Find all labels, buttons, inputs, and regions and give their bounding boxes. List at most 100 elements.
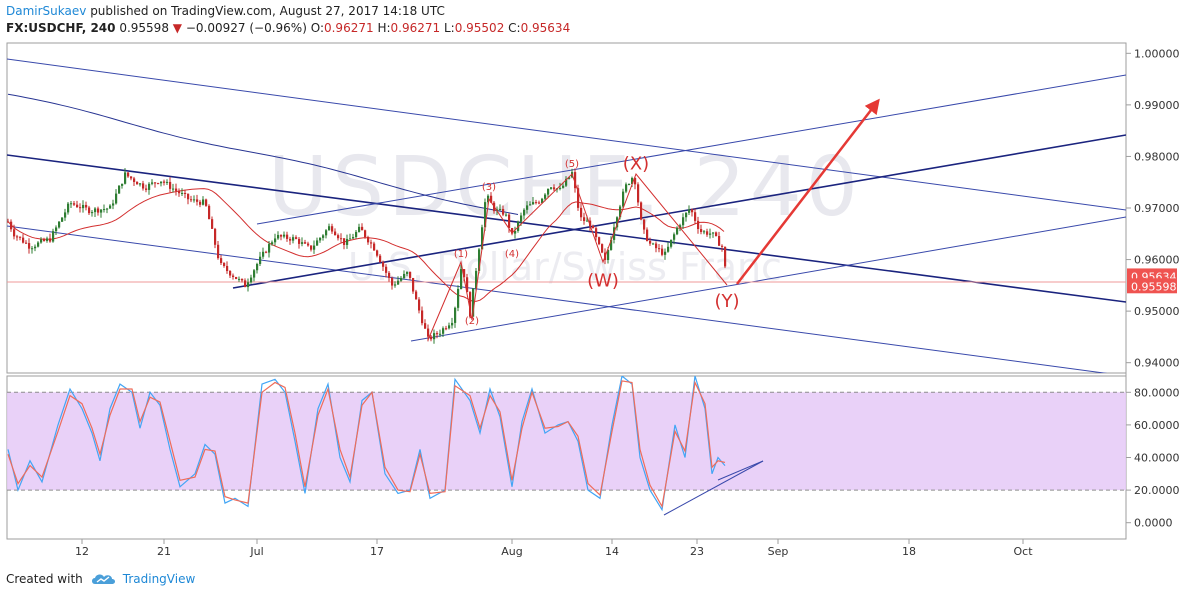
candle-body xyxy=(253,270,256,278)
stochastic-lines xyxy=(7,376,726,512)
candle-body xyxy=(568,177,571,179)
candle-body xyxy=(589,220,592,226)
candle-body xyxy=(466,277,469,293)
candle-body xyxy=(430,336,433,340)
ohlc-high-value: 0.96271 xyxy=(390,21,441,35)
candle-body xyxy=(208,205,211,220)
time-tick-label: 14 xyxy=(605,545,619,558)
candle-body xyxy=(628,183,631,185)
symbol-label[interactable]: FX:USDCHF, 240 xyxy=(6,21,116,35)
candle-body xyxy=(508,214,511,228)
stochastic-d-line xyxy=(7,380,726,509)
candle-body xyxy=(196,199,199,202)
candle-body xyxy=(13,229,16,237)
candle-body xyxy=(202,199,205,205)
candle-body xyxy=(301,242,304,244)
candle-body xyxy=(529,204,532,206)
time-axis: 12 21 Jul 17 Aug 14 23 Sep 18 Oct xyxy=(75,539,1033,558)
candle-body xyxy=(595,228,598,238)
candle-body xyxy=(280,234,283,237)
candle-body xyxy=(127,172,130,177)
candle-body xyxy=(322,235,325,238)
candle-body xyxy=(481,227,484,250)
candle-body xyxy=(352,237,355,239)
candle-body xyxy=(655,243,658,249)
candle-body xyxy=(673,234,676,240)
candle-body xyxy=(355,231,358,238)
candle-body xyxy=(541,198,544,203)
candle-body xyxy=(268,244,271,253)
price-axis: 1.00000 0.99000 0.98000 0.97000 0.96000 0.950… xyxy=(1126,47,1180,370)
wave-label: (Y) xyxy=(714,291,739,312)
stochastic-tick-label: 0.0000 xyxy=(1134,517,1173,530)
candle-body xyxy=(148,183,151,190)
candle-body xyxy=(388,272,391,278)
candle-body xyxy=(580,207,583,218)
candle-body xyxy=(472,288,475,317)
moving-average-blue xyxy=(7,93,519,215)
tradingview-brand-link[interactable]: TradingView xyxy=(122,572,196,586)
candle-body xyxy=(619,206,622,218)
candle-body xyxy=(358,226,361,232)
author-link[interactable]: DamirSukaev xyxy=(6,4,87,18)
candle-body xyxy=(277,234,280,239)
candle-body xyxy=(145,188,148,190)
candle-body xyxy=(688,209,691,213)
candle-body xyxy=(415,291,418,300)
candle-body xyxy=(259,256,262,264)
candle-body xyxy=(394,284,397,286)
candle-body xyxy=(100,209,103,213)
candle-body xyxy=(10,221,13,230)
candle-body xyxy=(172,188,175,190)
candle-body xyxy=(694,212,697,221)
candle-body xyxy=(724,246,727,267)
candle-body xyxy=(292,237,295,241)
time-tick-label: 21 xyxy=(157,545,171,558)
publish-line: DamirSukaev published on TradingView.com… xyxy=(6,4,445,18)
candle-body xyxy=(400,278,403,281)
candle-body xyxy=(157,183,160,185)
candle-body xyxy=(226,265,229,272)
last-price: 0.95598 xyxy=(119,21,169,35)
bold-descending-line xyxy=(7,154,1126,303)
candle-body xyxy=(16,236,19,238)
candle-body xyxy=(31,248,34,250)
candle-body xyxy=(346,238,349,245)
candle-body xyxy=(637,184,640,203)
candle-body xyxy=(535,202,538,204)
wave-labels: (1) (2) (3) (4) (5) (X) (W) (Y) xyxy=(454,153,740,327)
price-tick-label: 0.97000 xyxy=(1134,202,1180,215)
candle-body xyxy=(241,278,244,281)
candle-body xyxy=(310,245,313,250)
time-tick-label: Jul xyxy=(249,545,263,558)
time-tick-label: Aug xyxy=(501,545,522,558)
candle-body xyxy=(574,172,577,189)
candle-body xyxy=(340,238,343,240)
candle-body xyxy=(286,234,289,239)
wave-label: (X) xyxy=(623,153,649,174)
candle-body xyxy=(667,246,670,252)
candle-body xyxy=(244,280,247,288)
candlestick-series xyxy=(7,168,727,344)
wave-path xyxy=(427,173,728,341)
candle-body xyxy=(691,209,694,213)
candle-body xyxy=(124,172,127,184)
candle-body xyxy=(448,325,451,329)
candle-body xyxy=(166,181,169,183)
price-tick-label: 0.94000 xyxy=(1134,357,1180,370)
price-tick-label: 0.98000 xyxy=(1134,150,1180,163)
wave-label: (3) xyxy=(482,182,496,193)
wave-label: (2) xyxy=(465,316,479,327)
candle-body xyxy=(151,182,154,184)
candle-body xyxy=(445,328,448,330)
wave-label: (4) xyxy=(505,249,519,260)
candle-body xyxy=(685,212,688,218)
candle-body xyxy=(184,192,187,194)
candle-body xyxy=(139,183,142,185)
candle-body xyxy=(658,248,661,250)
ohlc-high-label: H: xyxy=(377,21,391,35)
candle-body xyxy=(697,220,700,230)
candle-body xyxy=(610,239,613,250)
candle-body xyxy=(439,333,442,335)
candle-body xyxy=(514,230,517,234)
